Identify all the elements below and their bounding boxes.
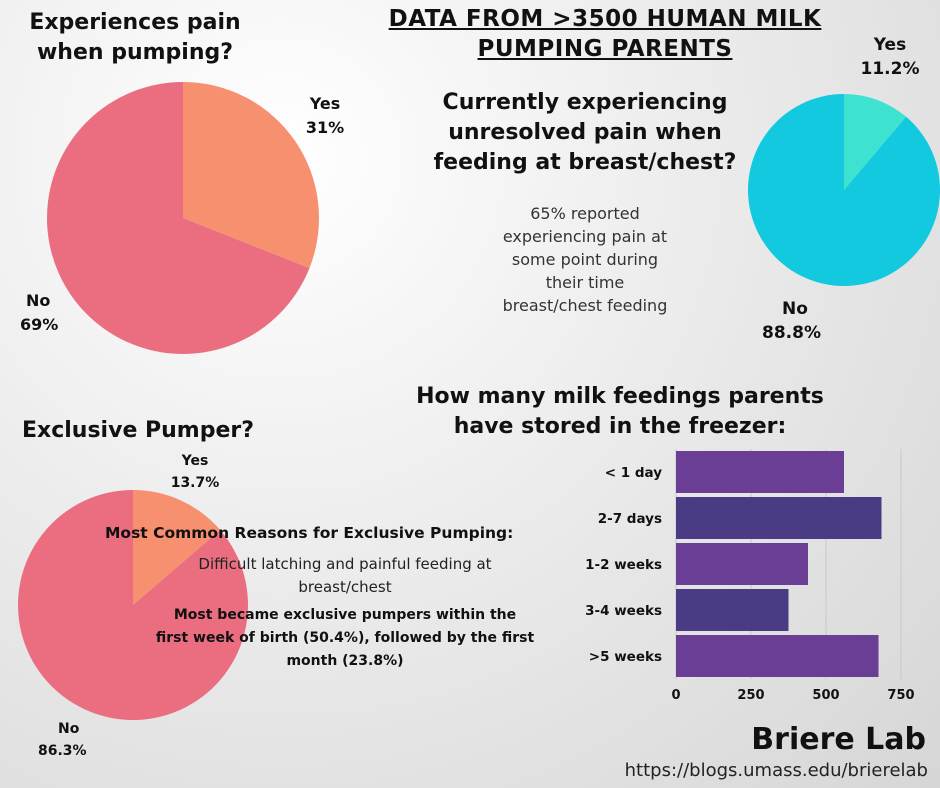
timing-line-3: month (23.8%) xyxy=(286,653,404,669)
freezer-title-line-2: have stored in the freezer: xyxy=(453,414,787,439)
category-label: 3-4 weeks xyxy=(585,603,662,619)
x-tick-label: 0 xyxy=(671,688,680,703)
pie-slice-yes xyxy=(844,94,907,190)
pie-slice-no xyxy=(18,490,248,720)
unresolved-pain-title: Currently experiencing unresolved pain w… xyxy=(420,88,750,178)
note-line-4: their time xyxy=(545,273,625,292)
unresolved-pain-title-line-3: feeding at breast/chest? xyxy=(433,150,737,175)
bar xyxy=(676,451,844,493)
category-label: 2-7 days xyxy=(598,511,662,527)
unresolved-pain-no-label: No 88.8% xyxy=(762,297,842,345)
pain-pumping-title: Experiences pain when pumping? xyxy=(10,8,260,68)
brand-name: Briere Lab xyxy=(751,722,926,757)
banner-line-2: PUMPING PARENTS xyxy=(477,36,733,62)
exclusive-yes-text: Yes xyxy=(181,453,209,469)
exclusive-yes-label: Yes 13.7% xyxy=(160,450,230,494)
bar xyxy=(676,497,882,539)
pain-pumping-title-line-1: Experiences pain xyxy=(29,10,241,35)
unresolved-pain-title-line-1: Currently experiencing xyxy=(442,90,728,115)
note-line-1: 65% reported xyxy=(530,204,640,223)
pie-slice-no xyxy=(47,82,310,354)
exclusive-title: Exclusive Pumper? xyxy=(22,418,255,443)
unresolved-pain-note: 65% reported experiencing pain at some p… xyxy=(475,202,695,317)
exclusive-no-label: No 86.3% xyxy=(38,718,118,762)
unresolved-pain-pie xyxy=(748,94,940,286)
unresolved-pain-no-value: 88.8% xyxy=(762,323,821,343)
unresolved-pain-title-line-2: unresolved pain when xyxy=(448,120,722,145)
pain-pumping-pie xyxy=(47,82,319,354)
timing-line-1: Most became exclusive pumpers within the xyxy=(173,607,517,623)
banner-title: DATA FROM >3500 HUMAN MILK PUMPING PAREN… xyxy=(300,4,910,64)
banner-line-1: DATA FROM >3500 HUMAN MILK xyxy=(388,6,822,32)
note-line-3: some point during xyxy=(511,250,659,269)
reason-line-1: Difficult latching and painful feeding a… xyxy=(198,555,492,573)
exclusive-yes-value: 13.7% xyxy=(170,475,220,491)
x-tick-label: 750 xyxy=(887,688,914,703)
pain-pumping-title-line-2: when pumping? xyxy=(36,40,234,65)
category-label: < 1 day xyxy=(605,465,662,481)
freezer-bar-chart: 0 250 500 750 < 1 day 2-7 days 1-2 weeks 3-4 we… xyxy=(585,449,915,703)
note-line-5: breast/chest feeding xyxy=(502,296,668,315)
pain-pumping-no-label: No 69% xyxy=(20,289,80,337)
category-label: 1-2 weeks xyxy=(585,557,662,573)
bar xyxy=(676,543,808,585)
lab-url[interactable]: https://blogs.umass.edu/brierelab xyxy=(624,760,928,781)
bar xyxy=(676,589,789,631)
pain-pumping-yes-value: 31% xyxy=(305,118,345,137)
pie-slice-yes xyxy=(183,82,319,269)
unresolved-pain-yes-value: 11.2% xyxy=(860,59,920,79)
x-tick-label: 250 xyxy=(737,688,764,703)
unresolved-pain-no-text: No xyxy=(782,299,808,319)
pain-pumping-yes-text: Yes xyxy=(309,94,341,113)
pain-pumping-no-value: 69% xyxy=(20,315,59,334)
reasons-title: Most Common Reasons for Exclusive Pumpin… xyxy=(105,524,514,542)
exclusive-no-text: No xyxy=(58,721,80,737)
note-line-2: experiencing pain at xyxy=(502,227,668,246)
category-label: >5 weeks xyxy=(589,649,662,665)
bar xyxy=(676,635,879,677)
x-tick-label: 500 xyxy=(812,688,839,703)
timing-text: Most became exclusive pumpers within the… xyxy=(130,604,560,673)
pain-pumping-no-text: No xyxy=(26,291,51,310)
pie-slice-yes xyxy=(133,490,221,605)
pain-pumping-yes-label: Yes 31% xyxy=(295,92,355,140)
freezer-title: How many milk feedings parents have stor… xyxy=(395,382,845,442)
freezer-title-line-1: How many milk feedings parents xyxy=(416,384,824,409)
exclusive-pie xyxy=(18,490,248,720)
reason-text: Difficult latching and painful feeding a… xyxy=(160,553,530,599)
unresolved-pain-yes-label: Yes 11.2% xyxy=(855,33,925,81)
unresolved-pain-yes-text: Yes xyxy=(873,35,907,55)
timing-line-2: first week of birth (50.4%), followed by… xyxy=(155,630,535,646)
reason-line-2: breast/chest xyxy=(298,578,392,596)
exclusive-no-value: 86.3% xyxy=(38,743,87,759)
pie-slice-no xyxy=(748,94,940,286)
